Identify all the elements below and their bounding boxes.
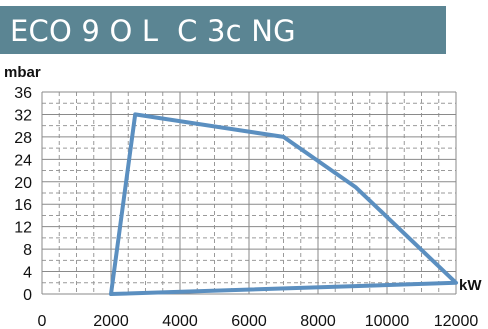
- tick-labels: 0 4 8 12 16 20 24 28 32 36 0 2000 4000 6000 8000 10000 1…: [14, 85, 478, 329]
- y-tick-label: 20: [14, 175, 32, 192]
- y-tick-label: 36: [14, 85, 32, 102]
- y-tick-label: 0: [23, 287, 32, 304]
- y-tick-label: 4: [23, 265, 32, 282]
- x-tick-label: 0: [38, 313, 47, 329]
- x-tick-label: 8000: [300, 313, 336, 329]
- x-tick-label: 2000: [93, 313, 129, 329]
- y-tick-label: 12: [14, 220, 32, 237]
- y-axis-label: mbar: [4, 64, 41, 81]
- x-tick-label: 12000: [434, 313, 479, 329]
- y-tick-label: 16: [14, 197, 32, 214]
- y-tick-label: 32: [14, 107, 32, 124]
- y-tick-label: 8: [23, 242, 32, 259]
- chart-title: ECO 9 O L C 3c NG: [10, 14, 296, 48]
- grid: [41, 91, 457, 295]
- x-tick-label: 4000: [162, 313, 198, 329]
- y-tick-label: 24: [14, 152, 32, 169]
- x-axis-label: kW: [459, 277, 482, 294]
- x-tick-label: 10000: [365, 313, 410, 329]
- x-tick-label: 6000: [231, 313, 267, 329]
- title-banner: ECO 9 O L C 3c NG: [0, 6, 446, 54]
- y-tick-label: 28: [14, 130, 32, 147]
- series-line: [109, 112, 458, 296]
